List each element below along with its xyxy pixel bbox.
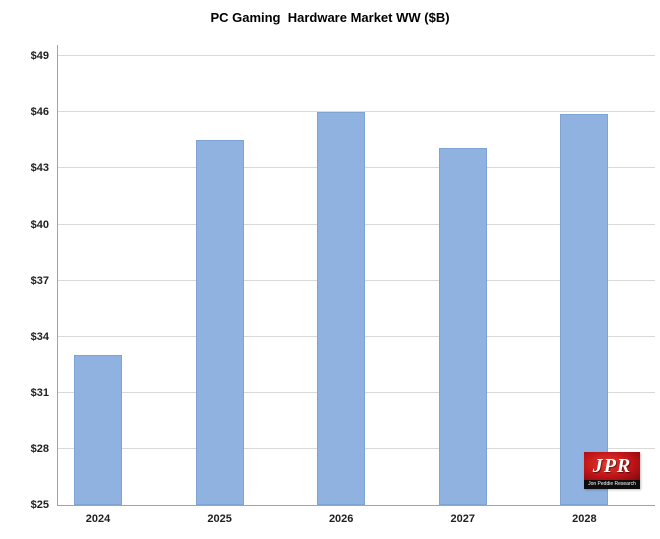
bar-2028 [560, 114, 609, 505]
jpr-logo: JPR Jon Peddie Research [584, 452, 640, 489]
x-axis-label-2028: 2028 [572, 513, 597, 525]
gridline-$46 [58, 111, 655, 113]
jpr-logo-red-box: JPR [584, 452, 640, 480]
gridline-$49 [58, 55, 655, 57]
bar-2027 [438, 147, 487, 505]
x-axis-label-2025: 2025 [207, 513, 232, 525]
plot-area: $25 $28 $31 $34 $37 $40 $43 $46 $49 2024 2025 2026 2… [31, 45, 655, 525]
chart-title: PC Gaming Hardware Market WW ($B) [210, 10, 450, 25]
bar-2024 [74, 355, 122, 505]
x-axis-label-2024: 2024 [85, 513, 111, 525]
y-axis-tick-label-$34: $34 [30, 330, 49, 343]
y-axis-tick-label-$46: $46 [30, 106, 49, 119]
jpr-logo-company-name: Jon Peddie Research [584, 480, 640, 489]
y-axis-tick-label-$25: $25 [30, 499, 49, 511]
x-axis-label-2026: 2026 [328, 513, 354, 525]
x-axis-label-2027: 2027 [450, 513, 476, 525]
y-axis-tick-label-$43: $43 [30, 162, 49, 175]
y-axis-tick-label-$37: $37 [30, 274, 49, 287]
bar-2025 [195, 140, 244, 505]
y-axis-tick-label-$40: $40 [30, 218, 49, 231]
jpr-logo-acronym: JPR [592, 455, 632, 477]
y-axis-tick-label-$49: $49 [30, 50, 49, 63]
y-axis-tick-label-$31: $31 [30, 386, 49, 399]
bar-2026 [317, 112, 366, 505]
y-axis-tick-label-$28: $28 [30, 442, 49, 455]
